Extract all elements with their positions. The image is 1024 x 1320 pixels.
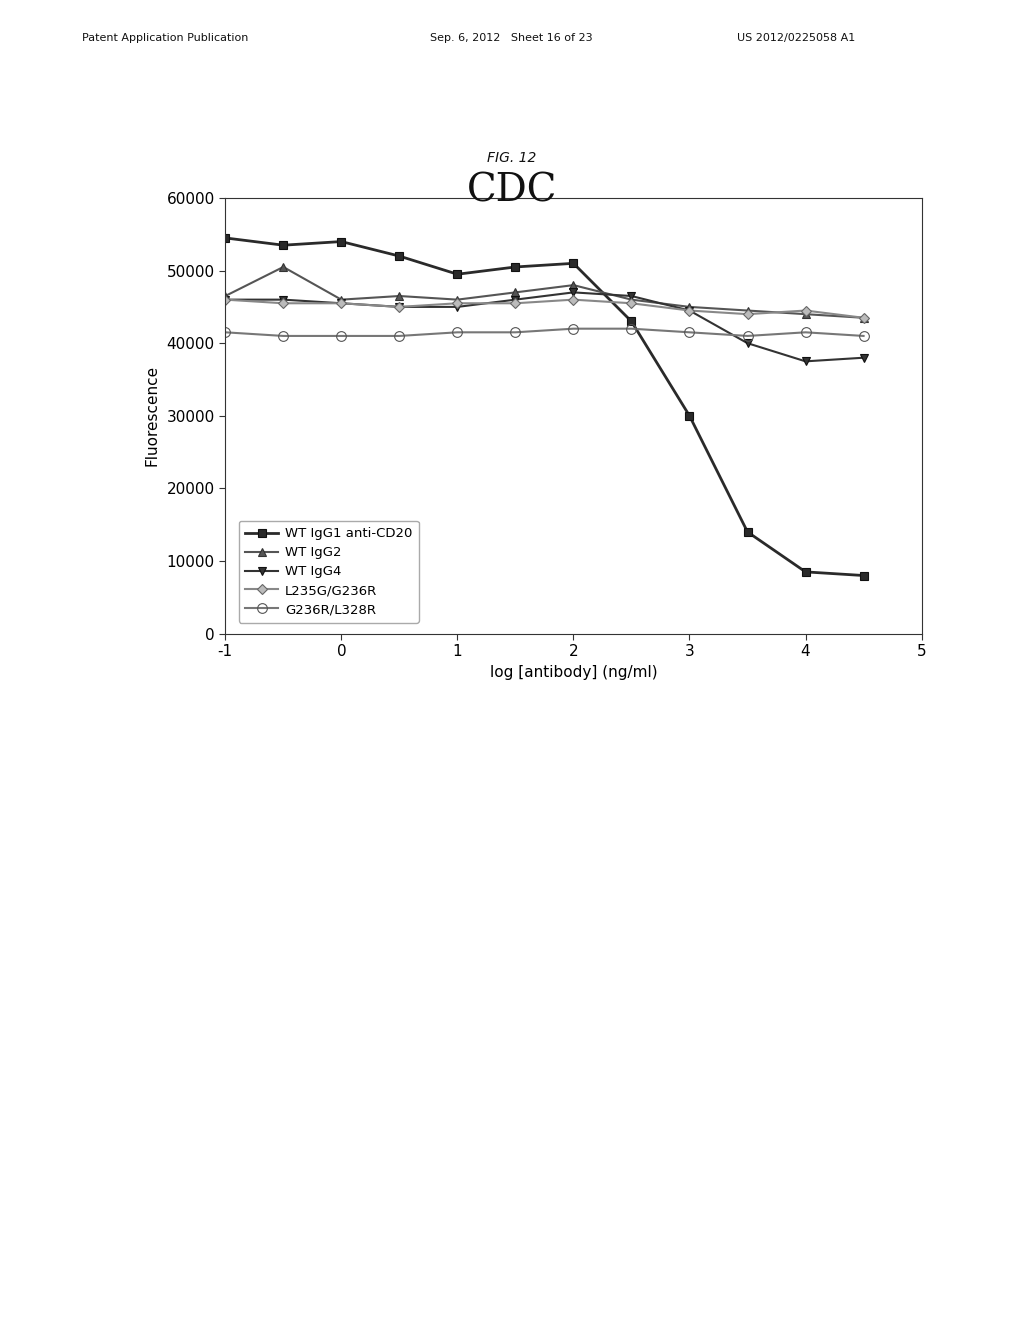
- Legend: WT IgG1 anti-CD20, WT IgG2, WT IgG4, L235G/G236R, G236R/L328R: WT IgG1 anti-CD20, WT IgG2, WT IgG4, L23…: [239, 520, 419, 623]
- Text: FIG. 12: FIG. 12: [487, 152, 537, 165]
- Text: Patent Application Publication: Patent Application Publication: [82, 33, 248, 44]
- Text: CDC: CDC: [467, 173, 557, 210]
- Text: Sep. 6, 2012   Sheet 16 of 23: Sep. 6, 2012 Sheet 16 of 23: [430, 33, 593, 44]
- X-axis label: log [antibody] (ng/ml): log [antibody] (ng/ml): [489, 664, 657, 680]
- Y-axis label: Fluorescence: Fluorescence: [144, 366, 160, 466]
- Text: US 2012/0225058 A1: US 2012/0225058 A1: [737, 33, 855, 44]
